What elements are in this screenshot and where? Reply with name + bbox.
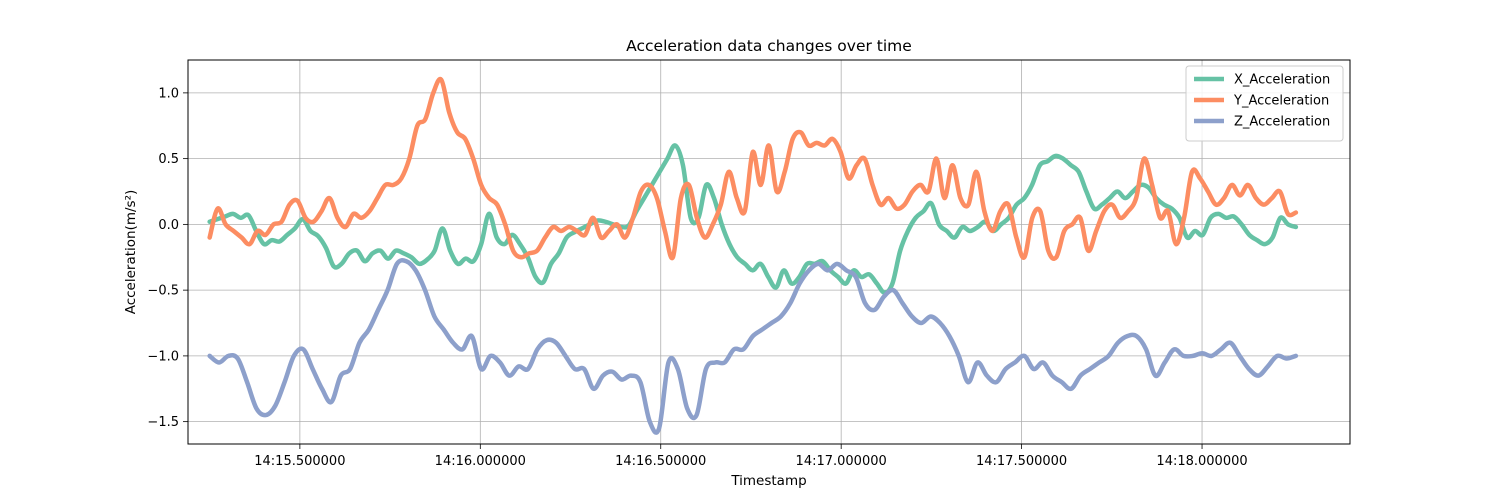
x-tick-label: 14:15.500000 <box>254 454 345 469</box>
series-lines <box>207 76 1299 435</box>
y-axis-ticks: 1.0 0.5 0.0 −0.5 −1.0 −1.5 <box>147 86 188 430</box>
series-line-y-acceleration <box>207 76 1299 261</box>
x-tick-label: 14:16.000000 <box>435 454 526 469</box>
legend: X_Acceleration Y_Acceleration Z_Accelerati… <box>1185 65 1344 142</box>
x-tick-label: 14:16.500000 <box>615 454 706 469</box>
series-line-x-acceleration <box>207 143 1299 296</box>
y-tick-label: −1.5 <box>147 415 179 430</box>
y-tick-label: 0.5 <box>158 152 179 167</box>
legend-label: X_Acceleration <box>1234 73 1330 88</box>
series-line-z-acceleration <box>207 258 1299 435</box>
x-axis-ticks: 14:15.500000 14:16.000000 14:16.500000 14:1… <box>254 444 1248 469</box>
x-tick-label: 14:17.500000 <box>976 454 1067 469</box>
legend-box <box>1185 65 1344 142</box>
y-tick-label: −1.0 <box>147 349 179 364</box>
y-tick-label: 1.0 <box>158 86 179 101</box>
plot-background <box>188 60 1350 444</box>
plot-frame <box>187 59 1351 445</box>
legend-label: Y_Acceleration <box>1233 94 1329 109</box>
y-axis-label: Acceleration(m/s²) <box>123 190 139 315</box>
x-axis-label: Timestamp <box>730 473 806 489</box>
x-tick-label: 14:18.000000 <box>1156 454 1247 469</box>
legend-label: Z_Acceleration <box>1234 115 1330 130</box>
y-tick-label: −0.5 <box>147 284 179 299</box>
x-tick-label: 14:17.000000 <box>796 454 887 469</box>
chart-title: Acceleration data changes over time <box>626 37 912 55</box>
y-tick-label: 0.0 <box>158 218 179 233</box>
